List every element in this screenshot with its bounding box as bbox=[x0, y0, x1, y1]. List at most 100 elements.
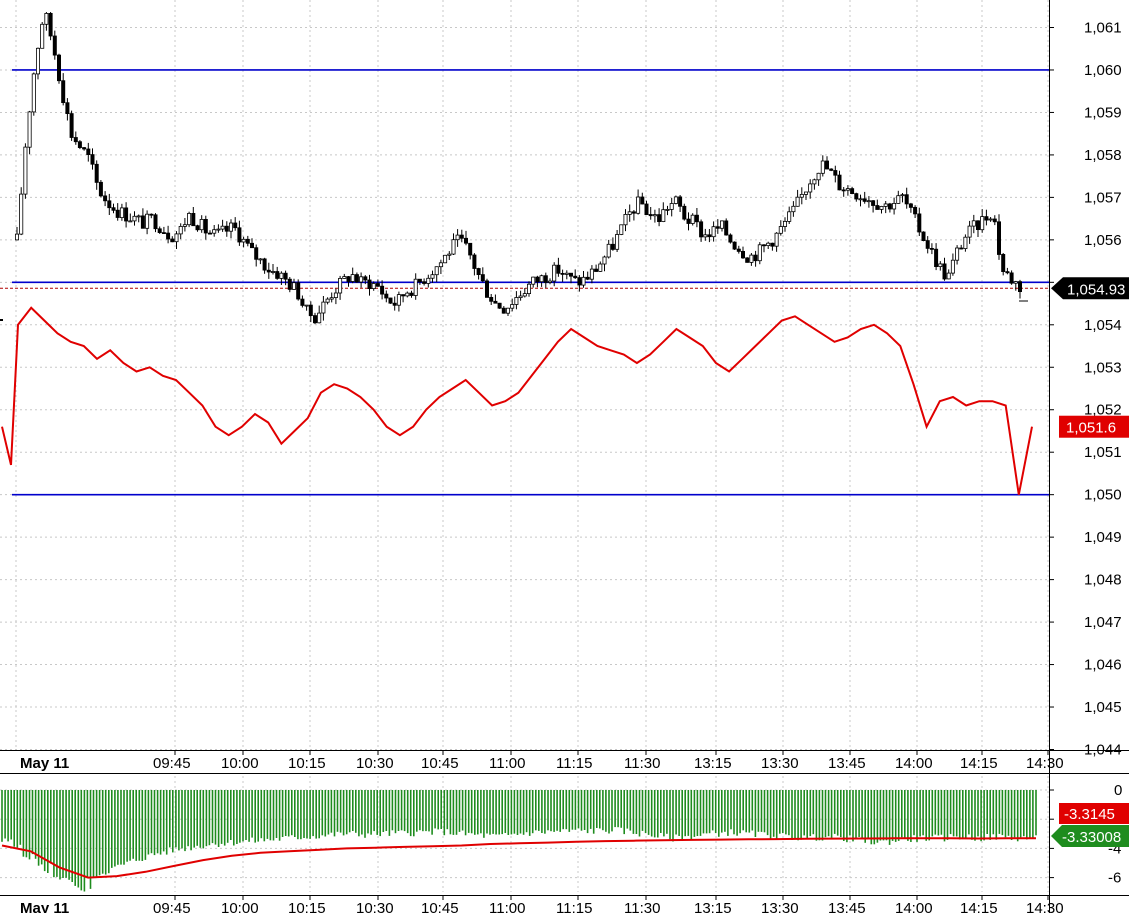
candle-body-down bbox=[57, 54, 62, 82]
candle-body-down bbox=[459, 234, 464, 239]
candle-body-up bbox=[665, 208, 670, 211]
last-price-label: 1,054.93 bbox=[1067, 281, 1125, 298]
candle-body-down bbox=[296, 282, 301, 300]
candle-body-up bbox=[539, 275, 544, 283]
indicator-xtick-label: 10:30 bbox=[356, 900, 394, 913]
price-xtick-label: 09:45 bbox=[153, 755, 191, 772]
indicator-green-value: -3.33008 bbox=[1062, 829, 1121, 846]
candle-body-down bbox=[1005, 271, 1010, 274]
candle-body-up bbox=[879, 205, 884, 210]
candle-body-down bbox=[73, 137, 78, 143]
candle-body-down bbox=[560, 272, 565, 275]
candle-body-up bbox=[602, 256, 607, 265]
candle-body-up bbox=[317, 312, 322, 324]
candle-body-up bbox=[119, 207, 124, 218]
candle-body-down bbox=[573, 275, 578, 279]
candle-body-down bbox=[640, 196, 645, 205]
candle-body-up bbox=[405, 292, 410, 297]
candle-body-up bbox=[14, 233, 19, 241]
price-xtick-label: 13:15 bbox=[694, 755, 732, 772]
candle-body-up bbox=[36, 47, 41, 75]
price-badges: 1,054.93 1,051.6 bbox=[1051, 277, 1129, 438]
red-series-line bbox=[1, 306, 1033, 495]
candle-body-down bbox=[732, 241, 737, 250]
price-x-axis: May 11 09:45 10:00 10:15 10:30 10:45 11:00 11:1… bbox=[20, 750, 1064, 772]
candle-body-up bbox=[220, 225, 225, 230]
candle-body-up bbox=[510, 304, 515, 309]
candle-body-up bbox=[804, 191, 809, 195]
candle-body-up bbox=[396, 294, 401, 306]
price-ytick-label: 1,051 bbox=[1084, 444, 1122, 461]
candle-body-down bbox=[140, 215, 145, 229]
candle-body-down bbox=[90, 154, 95, 165]
price-ytick-label: 1,059 bbox=[1084, 104, 1122, 121]
candle-body-down bbox=[934, 248, 939, 267]
indicator-panel: 0-2-4-6 -3.3145 -3.33008 May 1109:4510:0… bbox=[0, 776, 1129, 913]
price-ytick-label: 1,050 bbox=[1084, 487, 1122, 504]
candle-body-down bbox=[346, 276, 351, 282]
indicator-ytick-label: 0 bbox=[1114, 782, 1122, 799]
candle-body-down bbox=[841, 189, 846, 192]
candle-body-up bbox=[19, 193, 24, 235]
candle-body-down bbox=[686, 218, 691, 224]
candle-body-down bbox=[283, 272, 288, 280]
candle-body-up bbox=[228, 222, 233, 232]
candle-body-down bbox=[913, 206, 918, 215]
candle-body-up bbox=[703, 234, 708, 238]
candle-body-down bbox=[556, 264, 561, 274]
candle-body-up bbox=[845, 188, 850, 191]
candle-body-up bbox=[199, 218, 204, 231]
candle-body-down bbox=[904, 194, 909, 205]
candle-body-down bbox=[65, 102, 70, 114]
candle-body-down bbox=[850, 188, 855, 195]
candle-body-down bbox=[233, 222, 238, 229]
candle-body-up bbox=[980, 216, 985, 231]
candle-body-down bbox=[770, 242, 775, 247]
indicator-red-badge bbox=[1059, 803, 1129, 824]
candle-body-down bbox=[875, 205, 880, 210]
red-indicator-line bbox=[1, 306, 1033, 495]
candle-body-up bbox=[359, 276, 364, 283]
indicator-xtick-label: 11:15 bbox=[556, 900, 592, 913]
price-level-lines bbox=[0, 69, 1049, 496]
candle-body-up bbox=[946, 272, 951, 280]
candle-body-down bbox=[61, 80, 66, 103]
candle-body-down bbox=[98, 181, 103, 197]
candle-body-down bbox=[375, 283, 380, 287]
candle-body-down bbox=[959, 247, 964, 250]
candle-body-up bbox=[531, 276, 536, 285]
candle-body-up bbox=[187, 212, 192, 226]
indicator-xtick-label: 09:45 bbox=[153, 900, 191, 913]
candle-body-up bbox=[44, 12, 49, 25]
candle-body-up bbox=[799, 193, 804, 198]
candle-body-up bbox=[128, 220, 133, 223]
candle-body-up bbox=[216, 228, 221, 231]
candle-body-down bbox=[1018, 281, 1023, 293]
candle-body-down bbox=[678, 196, 683, 207]
price-ytick-label: 1,054 bbox=[1084, 317, 1122, 334]
candle-body-down bbox=[224, 225, 229, 232]
price-ytick-label: 1,058 bbox=[1084, 147, 1122, 164]
candle-body-down bbox=[493, 300, 498, 304]
candle-body-down bbox=[111, 207, 116, 211]
candle-body-up bbox=[623, 213, 628, 226]
candle-body-up bbox=[514, 297, 519, 305]
candle-body-down bbox=[489, 296, 494, 302]
candle-body-up bbox=[808, 183, 813, 193]
candle-body-down bbox=[115, 209, 120, 218]
indicator-red-value: -3.3145 bbox=[1064, 806, 1115, 823]
candle-body-down bbox=[753, 254, 758, 262]
candle-body-up bbox=[791, 205, 796, 213]
candle-body-down bbox=[207, 232, 212, 235]
candle-body-up bbox=[241, 238, 246, 243]
candle-body-down bbox=[77, 141, 82, 148]
candle-body-down bbox=[854, 193, 859, 200]
candle-body-down bbox=[249, 242, 254, 249]
candle-body-up bbox=[350, 274, 355, 282]
candle-body-up bbox=[552, 264, 557, 282]
price-xtick-label: 11:00 bbox=[489, 755, 525, 772]
candle-body-down bbox=[728, 234, 733, 243]
candle-body-down bbox=[837, 174, 842, 191]
candle-body-up bbox=[291, 282, 296, 290]
candle-body-down bbox=[825, 160, 830, 170]
